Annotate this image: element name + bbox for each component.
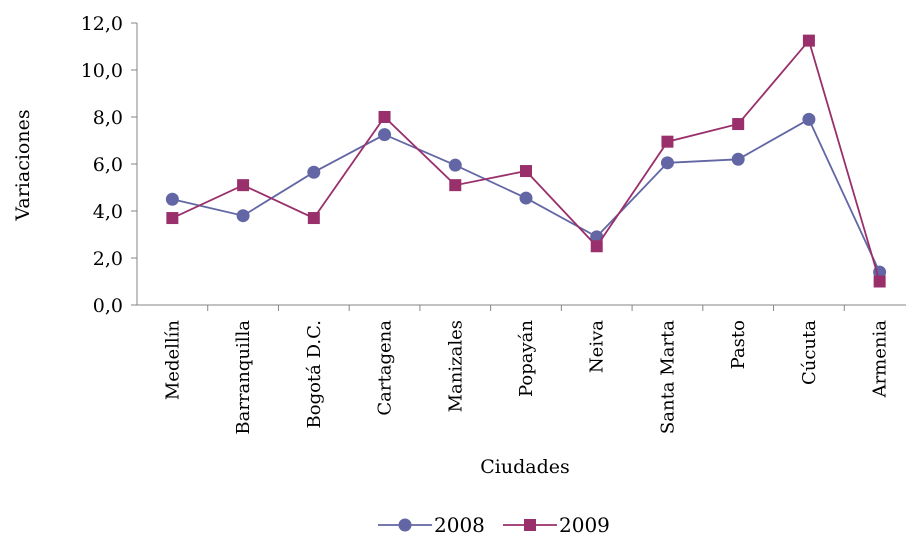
data-point <box>802 34 815 47</box>
data-point <box>520 165 532 178</box>
y-tick-label: 10,0 <box>81 60 123 82</box>
legend-label: 2008 <box>434 513 485 534</box>
legend: 2008 2009 <box>378 513 610 534</box>
y-tick-label: 8,0 <box>93 107 123 129</box>
x-category-label: Barranquilla <box>233 320 254 435</box>
legend-marker <box>398 518 412 532</box>
data-point <box>237 179 250 192</box>
x-category-label: Medellín <box>162 320 183 401</box>
y-tick-label: 4,0 <box>93 201 123 223</box>
data-point <box>166 212 179 225</box>
legend-item: 2008 <box>378 513 485 534</box>
y-tick-label: 6,0 <box>93 154 123 176</box>
data-point <box>236 209 250 223</box>
legend-marker <box>524 519 536 531</box>
x-category-label: Neiva <box>587 320 608 373</box>
y-tick-label: 12,0 <box>81 13 123 35</box>
series-2008 <box>165 112 887 279</box>
series-group <box>165 34 887 288</box>
x-category-label: Cartagena <box>375 320 396 416</box>
x-axis-title: Ciudades <box>480 456 570 478</box>
data-point <box>448 158 462 172</box>
data-point <box>661 135 674 148</box>
data-point <box>378 128 392 142</box>
data-point <box>378 111 391 123</box>
data-point <box>590 240 603 253</box>
y-axis: 0,0 2,0 4,0 6,0 8,0 10,0 12,0 <box>81 13 138 317</box>
data-point <box>732 118 745 131</box>
x-axis: Medellín Barranquilla Bogotá D.C. Cartagena… <box>137 304 906 435</box>
data-point <box>873 275 886 288</box>
x-category-label: Bogotá D.C. <box>304 320 325 428</box>
x-category-label: Santa Marta <box>657 320 678 434</box>
series-line <box>172 38 881 282</box>
y-tick-label: 2,0 <box>93 248 123 270</box>
data-point <box>307 212 320 225</box>
data-point <box>802 112 816 126</box>
data-point <box>307 165 321 179</box>
data-point <box>731 152 745 166</box>
series-2009 <box>166 34 886 288</box>
data-point <box>165 192 179 206</box>
y-axis-title: Variaciones <box>12 109 34 221</box>
legend-item: 2009 <box>503 513 610 534</box>
legend-label: 2009 <box>559 513 610 534</box>
x-category-label: Cúcuta <box>799 320 820 385</box>
x-category-label: Armenia <box>870 320 891 399</box>
data-point <box>660 156 674 170</box>
data-point <box>519 191 533 205</box>
y-tick-label: 0,0 <box>93 295 123 317</box>
x-category-label: Popayán <box>516 320 537 397</box>
data-point <box>449 179 462 192</box>
x-category-label: Pasto <box>728 320 749 369</box>
x-category-label: Manizales <box>445 320 466 412</box>
